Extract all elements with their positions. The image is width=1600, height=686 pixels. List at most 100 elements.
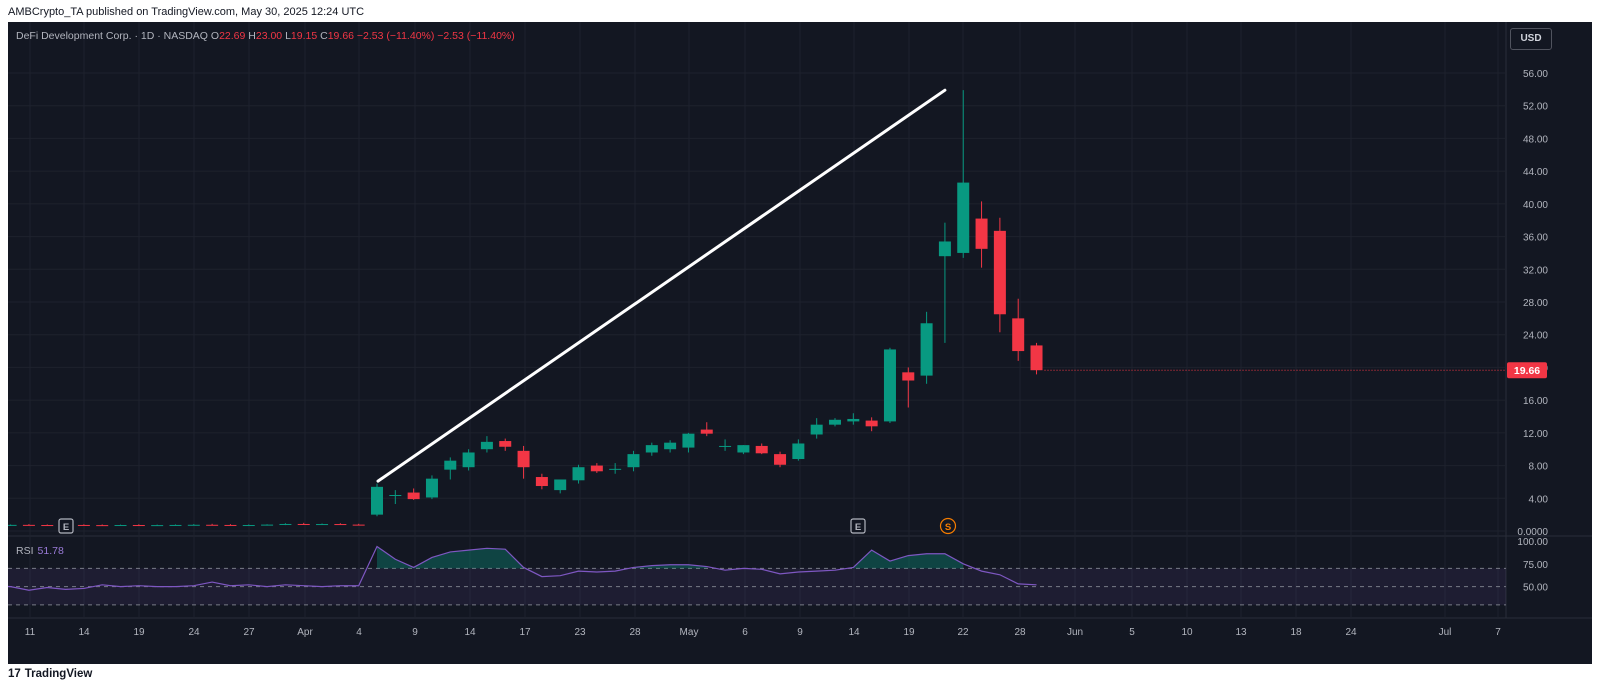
price-tick-label: 56.00: [1523, 69, 1548, 80]
earnings-e-icon-box: [850, 518, 866, 534]
split-s-icon-ring: [939, 517, 957, 535]
chart-frame[interactable]: 56.00 52.00 48.00 44.00 40.00 36.00 32.00 28.00…: [8, 22, 1592, 664]
candle-body: [664, 442, 677, 450]
candle-body: [755, 445, 768, 454]
candle-body: [499, 441, 512, 447]
candle-body: [132, 525, 145, 527]
candle-body: [151, 525, 164, 527]
price-tick-label: 32.00: [1523, 265, 1548, 276]
earnings-e-icon: E: [58, 518, 74, 534]
rsi-overbought-fill: [633, 564, 707, 569]
time-tick-label: 9: [412, 627, 418, 638]
candle-body: [334, 524, 347, 526]
split-s-icon: S: [939, 517, 957, 535]
close-label: C: [320, 30, 328, 42]
candle-body: [957, 182, 970, 253]
candle-body: [462, 452, 475, 468]
candle-body: [572, 467, 585, 481]
change-value-2: −2.53 (−11.40%): [437, 30, 515, 42]
time-tick-label: 13: [1235, 627, 1247, 638]
price-tick-label: 4.00: [1529, 494, 1549, 505]
time-tick-label: 11: [25, 627, 36, 638]
time-tick-label: 14: [78, 627, 90, 638]
time-tick-label: Jun: [1067, 627, 1083, 638]
time-tick-label: 19: [133, 627, 145, 638]
candle-body: [609, 468, 622, 470]
candle-body: [8, 524, 17, 526]
candle-body: [114, 525, 127, 527]
open-label: O: [210, 30, 220, 42]
tradingview-logo-icon: 17: [8, 668, 21, 680]
last-price-value: 19.66: [1514, 365, 1540, 377]
time-tick-label: 27: [243, 627, 255, 638]
candle-body: [407, 492, 420, 500]
time-tick-label: Apr: [297, 627, 313, 638]
candle-body: [389, 495, 402, 497]
time-tick-label: 5: [1129, 627, 1135, 638]
candle-body: [535, 477, 548, 487]
price-tick-label: 24.00: [1523, 331, 1548, 342]
candle-body: [96, 525, 109, 527]
candle-body: [316, 524, 329, 526]
publisher-line: AMBCrypto_TA published on TradingView.co…: [8, 6, 365, 18]
time-tick-label: 19: [903, 627, 915, 638]
time-tick-label: 24: [1345, 627, 1357, 638]
earnings-e-icon: E: [850, 518, 866, 534]
time-tick-label: 4: [356, 627, 362, 638]
candle-body: [792, 443, 805, 460]
rsi-label[interactable]: RSI: [16, 545, 34, 557]
time-tick-label: 6: [742, 627, 748, 638]
candle-body: [22, 524, 35, 526]
candle-body: [774, 454, 787, 465]
candle-body: [352, 524, 365, 526]
price-tick-label: 16.00: [1523, 396, 1548, 407]
close-value: 19.66: [327, 30, 354, 42]
change-value: −2.53 (−11.40%): [356, 30, 435, 42]
time-tick-label: 24: [188, 627, 200, 638]
time-tick-label: May: [680, 627, 699, 638]
symbol-name[interactable]: DeFi Development Corp. · 1D · NASDAQ: [16, 30, 208, 42]
candle-body: [224, 524, 237, 526]
price-tick-label: 44.00: [1523, 167, 1548, 178]
candle-body: [77, 524, 90, 526]
candle-body: [627, 454, 640, 468]
candle-body: [829, 419, 841, 425]
price-tick-label: 8.00: [1529, 462, 1549, 473]
time-tick-label: 14: [464, 627, 476, 638]
candle-body: [169, 524, 182, 526]
candle-body: [242, 525, 255, 527]
time-tick-label: 10: [1181, 627, 1193, 638]
price-chart-svg[interactable]: 56.0052.0048.0044.0040.0036.0032.0028.00…: [8, 22, 1592, 664]
price-tick-label: 52.00: [1523, 102, 1548, 113]
candle-body: [737, 445, 750, 453]
candle-body: [279, 523, 292, 525]
candle-body: [261, 524, 274, 526]
candle-body: [41, 525, 54, 527]
rsi-line: [8, 545, 1037, 591]
price-tick-label: 40.00: [1523, 200, 1548, 211]
candle-body: [682, 433, 695, 448]
time-tick-label: 7: [1495, 627, 1501, 638]
low-label: L: [285, 30, 291, 42]
rsi-legend: RSI 51.78: [16, 545, 64, 557]
candle-body: [847, 418, 860, 422]
candle-body: [1030, 345, 1043, 371]
candle-body: [645, 445, 658, 453]
price-tick-label: 0.0000: [1517, 527, 1548, 538]
high-value: 23.00: [255, 30, 283, 42]
time-tick-label: 28: [1014, 627, 1026, 638]
earnings-e-icon-letter: E: [63, 522, 69, 533]
candle-body: [371, 486, 383, 515]
candle-body: [297, 523, 310, 525]
time-tick-label: 17: [519, 627, 531, 638]
time-tick-label: 23: [574, 627, 586, 638]
split-s-icon-letter: S: [945, 522, 951, 533]
currency-button[interactable]: USD: [1510, 28, 1552, 50]
earnings-e-icon-letter: E: [855, 522, 861, 533]
candle-body: [480, 441, 493, 450]
price-tick-label: 28.00: [1523, 298, 1548, 309]
tradingview-logo[interactable]: 17 TradingView: [8, 668, 92, 680]
candle-body: [187, 524, 200, 526]
rsi-tick-label: 75.00: [1523, 560, 1548, 571]
ohlc-legend: DeFi Development Corp. · 1D · NASDAQ O22…: [16, 30, 515, 42]
